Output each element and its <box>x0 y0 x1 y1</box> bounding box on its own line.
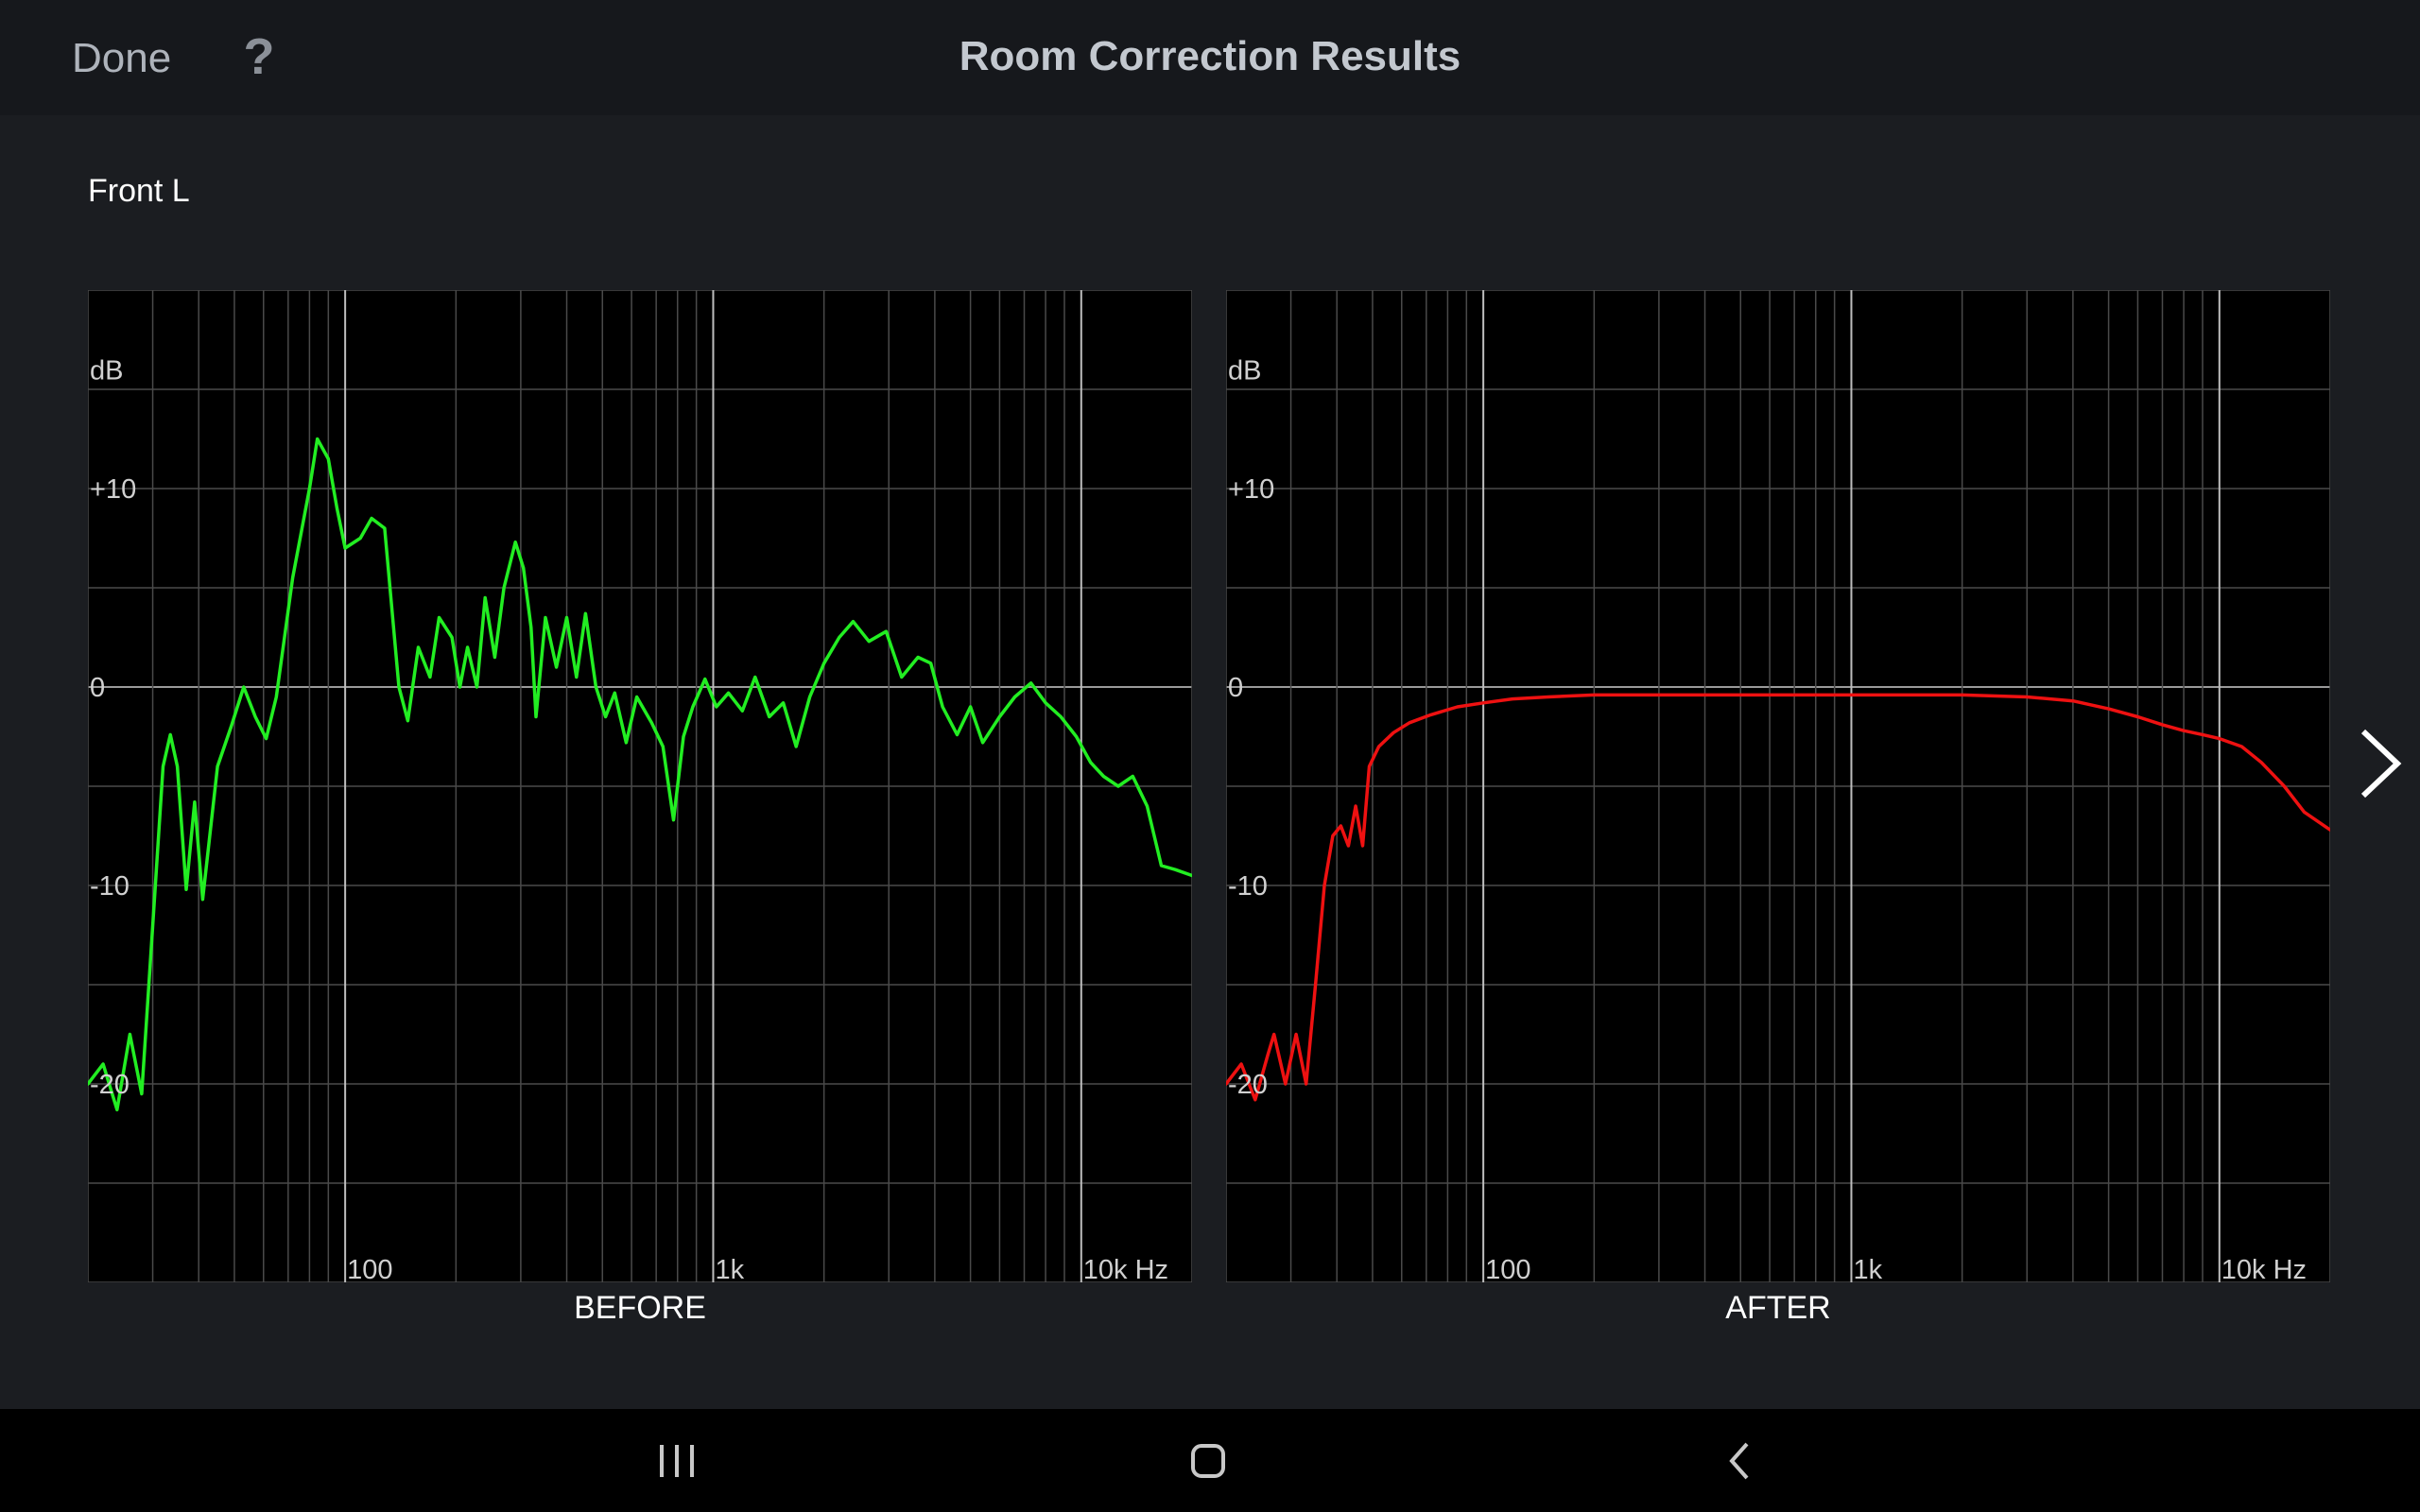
y-tick-label: -20 <box>90 1070 130 1100</box>
y-tick-label: +10 <box>1228 474 1274 505</box>
response-curve <box>88 437 1192 1112</box>
after-chart: dB +10 0 -10 -20 100 1k 10k Hz <box>1226 290 2330 1282</box>
x-tick-label: 1k <box>1853 1255 1882 1282</box>
x-tick-label: 10k Hz <box>1083 1255 1168 1282</box>
y-tick-label: 0 <box>90 673 105 703</box>
home-button[interactable] <box>1170 1428 1246 1494</box>
y-tick-label: -10 <box>1228 871 1268 902</box>
plot-area: dB +10 0 -10 -20 100 1k 10k Hz <box>1226 290 2330 1282</box>
y-tick-label: 0 <box>1228 673 1243 703</box>
chevron-right-icon <box>2360 729 2402 799</box>
help-button[interactable]: ? <box>243 28 275 85</box>
before-caption: BEFORE <box>574 1290 706 1326</box>
x-tick-label: 10k Hz <box>2221 1255 2307 1282</box>
page-title: Room Correction Results <box>959 33 1461 79</box>
y-axis-unit-label: dB <box>1228 356 1261 387</box>
recent-apps-button[interactable] <box>639 1428 715 1494</box>
system-navigation-bar <box>0 1409 2420 1512</box>
home-icon <box>1191 1444 1225 1478</box>
response-curve <box>1226 693 2330 1102</box>
after-caption: AFTER <box>1725 1290 1831 1326</box>
y-tick-label: -10 <box>90 871 130 902</box>
recent-apps-icon <box>660 1445 694 1477</box>
next-channel-button[interactable] <box>2352 726 2409 801</box>
x-tick-label: 1k <box>715 1255 744 1282</box>
done-button[interactable]: Done <box>72 35 172 81</box>
plot-area: dB +10 0 -10 -20 100 1k 10k Hz <box>88 290 1192 1282</box>
x-tick-label: 100 <box>1485 1255 1530 1282</box>
back-button[interactable] <box>1702 1428 1777 1494</box>
y-tick-label: -20 <box>1228 1070 1268 1100</box>
y-tick-label: +10 <box>90 474 136 505</box>
channel-label: Front L <box>88 173 190 209</box>
back-icon <box>1729 1442 1749 1480</box>
y-axis-unit-label: dB <box>90 356 123 387</box>
top-bar: Done ? Room Correction Results <box>0 0 2420 115</box>
before-chart: dB +10 0 -10 -20 100 1k 10k Hz <box>88 290 1192 1282</box>
x-tick-label: 100 <box>347 1255 392 1282</box>
